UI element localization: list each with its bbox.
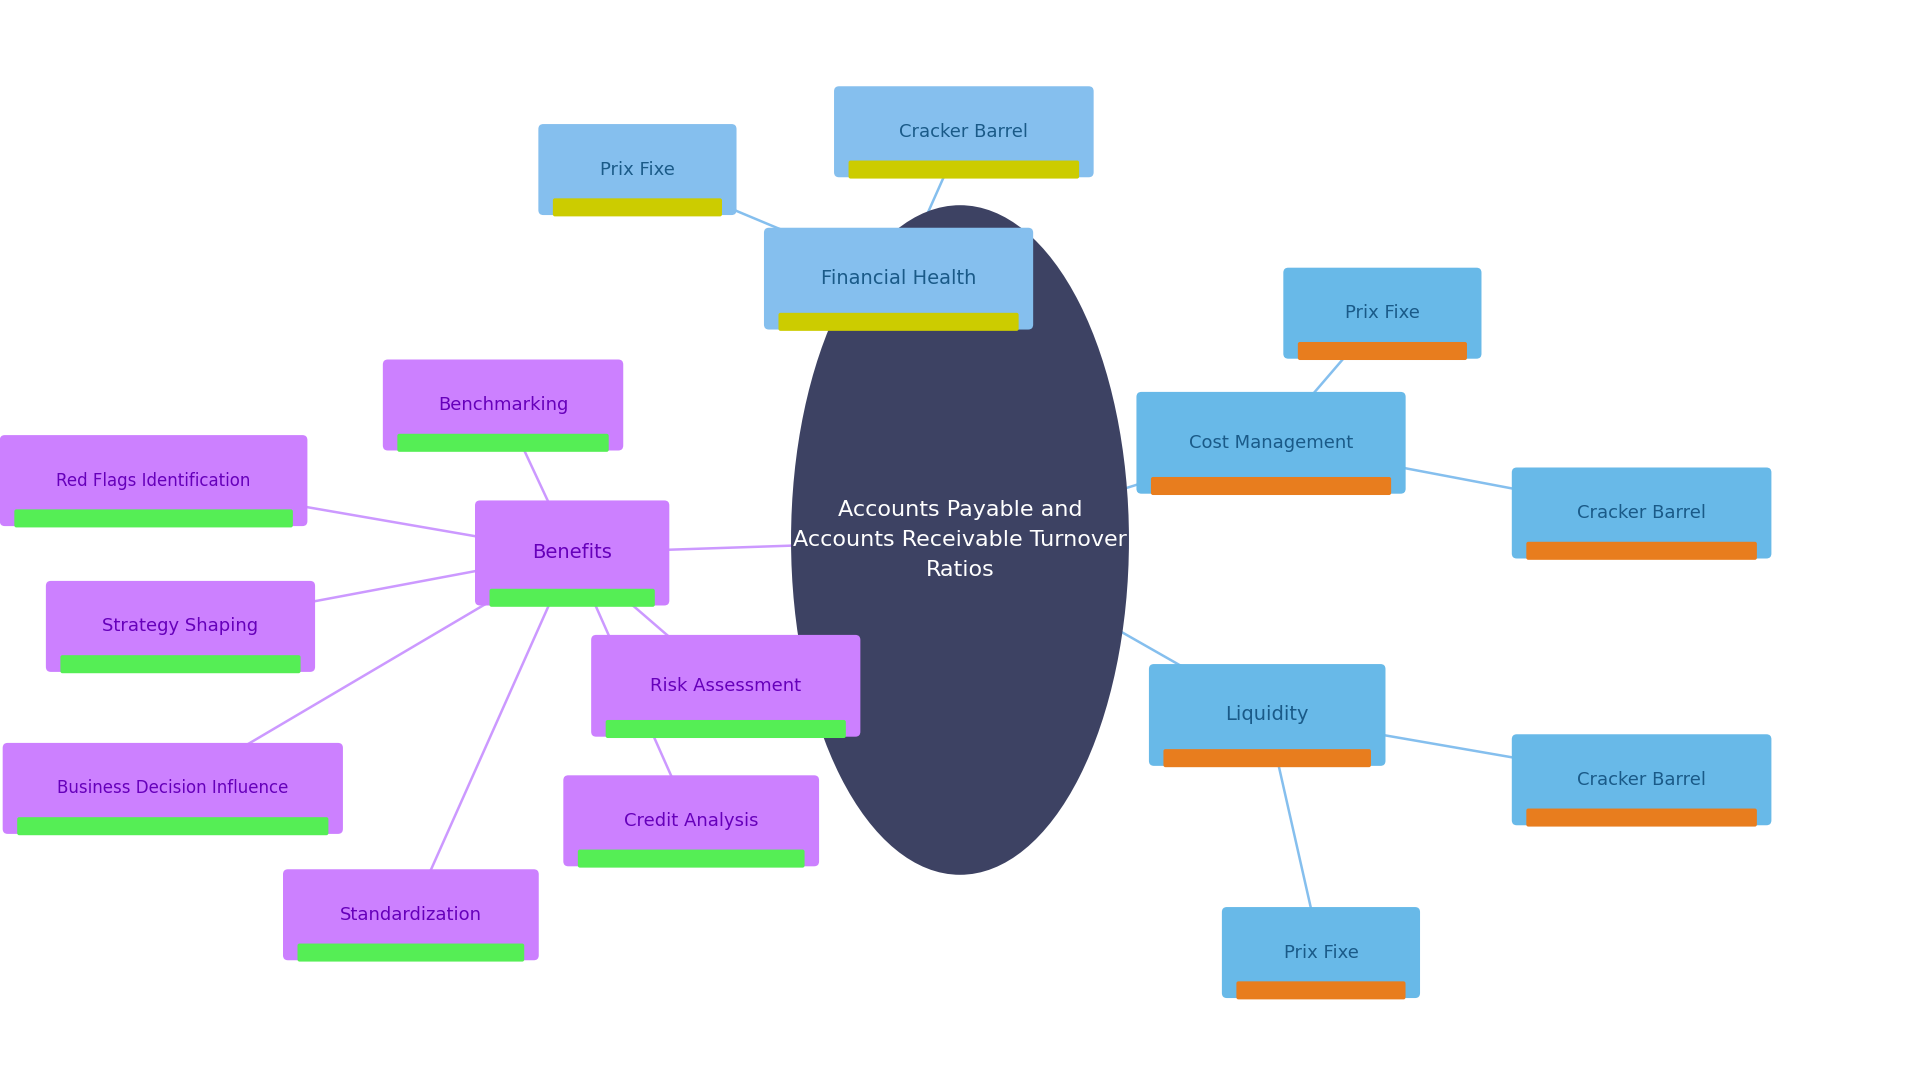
- FancyBboxPatch shape: [1221, 907, 1421, 998]
- FancyBboxPatch shape: [2, 743, 344, 834]
- FancyBboxPatch shape: [764, 228, 1033, 329]
- Text: Benchmarking: Benchmarking: [438, 396, 568, 414]
- Text: Prix Fixe: Prix Fixe: [1284, 944, 1357, 961]
- FancyBboxPatch shape: [397, 434, 609, 451]
- FancyBboxPatch shape: [563, 775, 820, 866]
- Text: Accounts Payable and
Accounts Receivable Turnover
Ratios: Accounts Payable and Accounts Receivable…: [793, 500, 1127, 580]
- FancyBboxPatch shape: [1298, 342, 1467, 360]
- FancyBboxPatch shape: [17, 818, 328, 835]
- Text: Benefits: Benefits: [532, 543, 612, 563]
- FancyBboxPatch shape: [1137, 392, 1405, 494]
- FancyBboxPatch shape: [1150, 477, 1392, 495]
- FancyBboxPatch shape: [60, 656, 301, 673]
- FancyBboxPatch shape: [553, 199, 722, 216]
- FancyBboxPatch shape: [605, 720, 847, 738]
- FancyBboxPatch shape: [1283, 268, 1482, 359]
- FancyBboxPatch shape: [0, 435, 307, 526]
- FancyBboxPatch shape: [474, 500, 670, 606]
- FancyBboxPatch shape: [1148, 664, 1386, 766]
- Text: Cracker Barrel: Cracker Barrel: [899, 123, 1029, 140]
- Text: Cracker Barrel: Cracker Barrel: [1576, 771, 1707, 788]
- FancyBboxPatch shape: [46, 581, 315, 672]
- FancyBboxPatch shape: [13, 510, 294, 527]
- Text: Cracker Barrel: Cracker Barrel: [1576, 504, 1707, 522]
- Text: Red Flags Identification: Red Flags Identification: [56, 472, 252, 489]
- FancyBboxPatch shape: [298, 944, 524, 961]
- Ellipse shape: [791, 205, 1129, 875]
- FancyBboxPatch shape: [833, 86, 1094, 177]
- FancyBboxPatch shape: [538, 124, 737, 215]
- FancyBboxPatch shape: [1511, 734, 1772, 825]
- Text: Prix Fixe: Prix Fixe: [601, 161, 674, 178]
- FancyBboxPatch shape: [382, 360, 624, 450]
- FancyBboxPatch shape: [849, 161, 1079, 178]
- Text: Prix Fixe: Prix Fixe: [1346, 305, 1419, 322]
- Text: Strategy Shaping: Strategy Shaping: [102, 618, 259, 635]
- Text: Liquidity: Liquidity: [1225, 705, 1309, 725]
- FancyBboxPatch shape: [1236, 982, 1405, 999]
- FancyBboxPatch shape: [1164, 750, 1371, 767]
- Text: Business Decision Influence: Business Decision Influence: [58, 780, 288, 797]
- FancyBboxPatch shape: [1511, 468, 1772, 558]
- Text: Financial Health: Financial Health: [822, 269, 975, 288]
- Text: Risk Assessment: Risk Assessment: [651, 677, 801, 694]
- FancyBboxPatch shape: [490, 589, 655, 607]
- FancyBboxPatch shape: [591, 635, 860, 737]
- Text: Cost Management: Cost Management: [1188, 434, 1354, 451]
- FancyBboxPatch shape: [282, 869, 540, 960]
- FancyBboxPatch shape: [778, 313, 1020, 330]
- Text: Credit Analysis: Credit Analysis: [624, 812, 758, 829]
- FancyBboxPatch shape: [1526, 542, 1757, 559]
- Text: Standardization: Standardization: [340, 906, 482, 923]
- FancyBboxPatch shape: [1526, 809, 1757, 826]
- FancyBboxPatch shape: [578, 850, 804, 867]
